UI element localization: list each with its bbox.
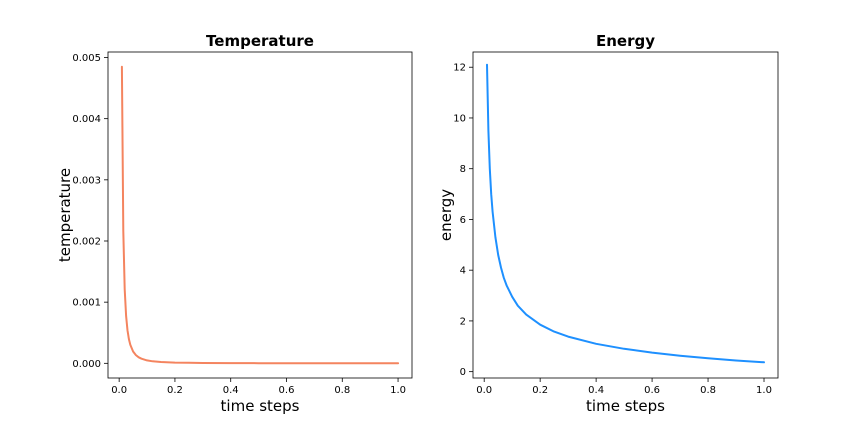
- y-tick-label: 4: [460, 266, 466, 277]
- y-tick-label: 0.001: [72, 298, 101, 309]
- series-line: [486, 63, 765, 364]
- x-tick-label: 0.6: [644, 385, 660, 396]
- x-tick-label: 0.4: [223, 385, 239, 396]
- x-tick-label: 0.8: [334, 385, 350, 396]
- x-tick-label: 0.2: [167, 385, 183, 396]
- axis-ticks: 0.0 0.2 0.4 0.6 0.8 1.0 0.000 0.001 0.002 0.003 0.…: [72, 53, 406, 396]
- y-tick-label: 6: [460, 215, 466, 226]
- x-tick-label: 1.0: [390, 385, 406, 396]
- y-tick-label: 0.000: [72, 359, 101, 370]
- plot-lines: [486, 63, 765, 364]
- x-axis-label: time steps: [586, 397, 665, 415]
- axis-ticks: 0.0 0.2 0.4 0.6 0.8 1.0 0 2 4 6 8 10 12: [453, 63, 772, 396]
- series-line: [120, 65, 400, 365]
- plot-lines: [120, 65, 400, 365]
- y-tick-label: 0.004: [72, 114, 101, 125]
- y-tick-label: 8: [460, 164, 466, 175]
- x-tick-label: 0.6: [279, 385, 295, 396]
- y-tick-label: 0: [460, 367, 466, 378]
- y-tick-label: 12: [453, 63, 466, 74]
- plot-frame: [472, 51, 779, 379]
- x-tick-label: 0.0: [476, 385, 492, 396]
- x-tick-label: 0.0: [111, 385, 127, 396]
- x-tick-label: 1.0: [756, 385, 772, 396]
- x-axis-label: time steps: [221, 397, 300, 415]
- y-tick-label: 2: [460, 316, 466, 327]
- chart-title: Energy: [596, 32, 655, 50]
- x-tick-label: 0.8: [700, 385, 716, 396]
- y-tick-label: 0.003: [72, 175, 101, 186]
- y-tick-label: 0.002: [72, 236, 101, 247]
- x-tick-label: 0.4: [588, 385, 604, 396]
- y-axis-label: temperature: [56, 168, 74, 262]
- chart-title: Temperature: [206, 32, 314, 50]
- temperature-chart: Temperature time steps temperature 0.0 0.…: [56, 32, 413, 415]
- plot-frame: [107, 51, 413, 379]
- x-tick-label: 0.2: [532, 385, 548, 396]
- energy-chart: Energy time steps energy 0.0 0.2 0.4 0.6 0.8…: [437, 32, 779, 415]
- y-tick-label: 0.005: [72, 53, 101, 64]
- y-tick-label: 10: [453, 113, 466, 124]
- y-axis-label: energy: [437, 189, 455, 241]
